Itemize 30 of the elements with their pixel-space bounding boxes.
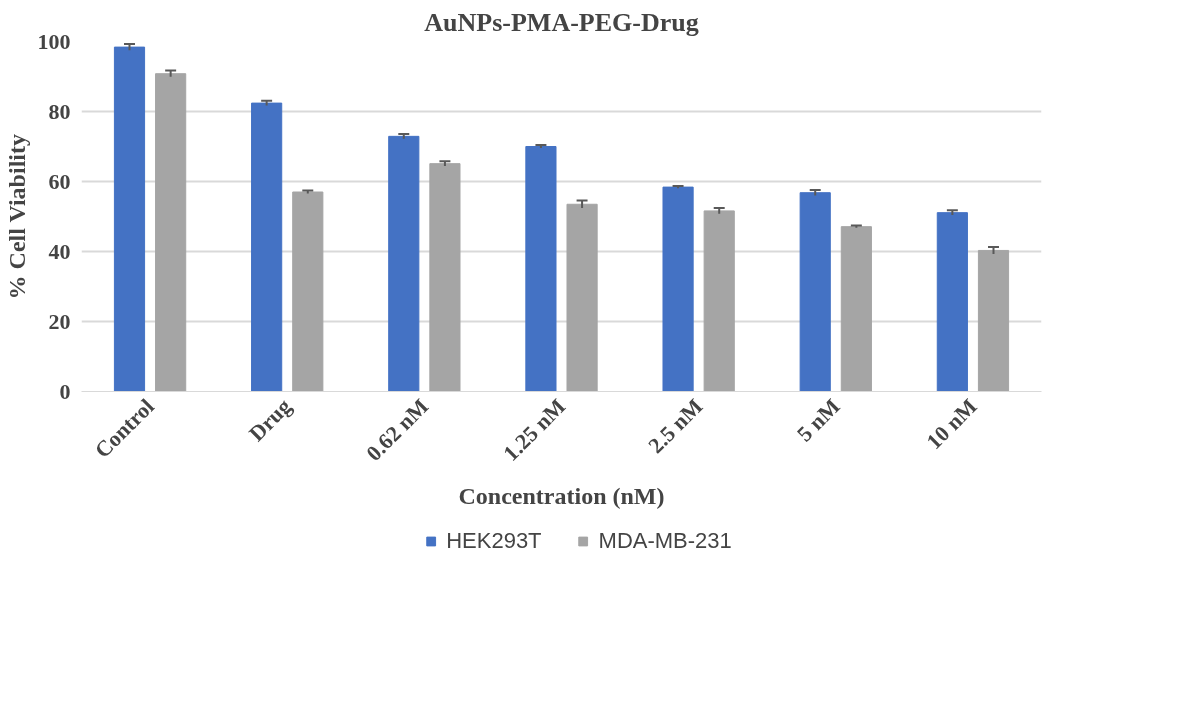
legend-label: HEK293T (446, 528, 542, 554)
bar (703, 210, 735, 392)
bar (429, 163, 461, 392)
bar (155, 73, 187, 392)
bar (662, 186, 694, 392)
y-tick-label: 60 (48, 168, 71, 194)
x-tick-label: 5 nM (791, 393, 845, 447)
y-tick-label: 20 (48, 308, 71, 334)
x-axis-title: Concentration (nM) (458, 482, 665, 509)
chart-title: AuNPs-PMA-PEG-Drug (424, 7, 699, 37)
bar (113, 46, 146, 392)
x-tick-label: 1.25 nM (498, 393, 571, 466)
bar (525, 146, 557, 392)
bar (799, 192, 831, 392)
legend-label: MDA-MB-231 (598, 528, 732, 554)
bar (936, 212, 968, 392)
y-axis-title: % Cell Viability (3, 134, 30, 300)
x-tick-label: 0.62 nM (361, 393, 434, 466)
bar (388, 135, 420, 392)
bar (251, 102, 283, 392)
bar (977, 249, 1010, 392)
y-tick-label: 0 (59, 378, 71, 404)
y-tick-label: 100 (37, 28, 71, 54)
y-tick-label: 40 (48, 238, 71, 264)
bar (840, 226, 872, 392)
x-tick-label: 10 nM (921, 393, 982, 455)
bar (566, 203, 598, 392)
bar (292, 191, 324, 392)
y-tick-label: 80 (48, 98, 71, 124)
x-tick-label: 2.5 nM (643, 393, 708, 459)
